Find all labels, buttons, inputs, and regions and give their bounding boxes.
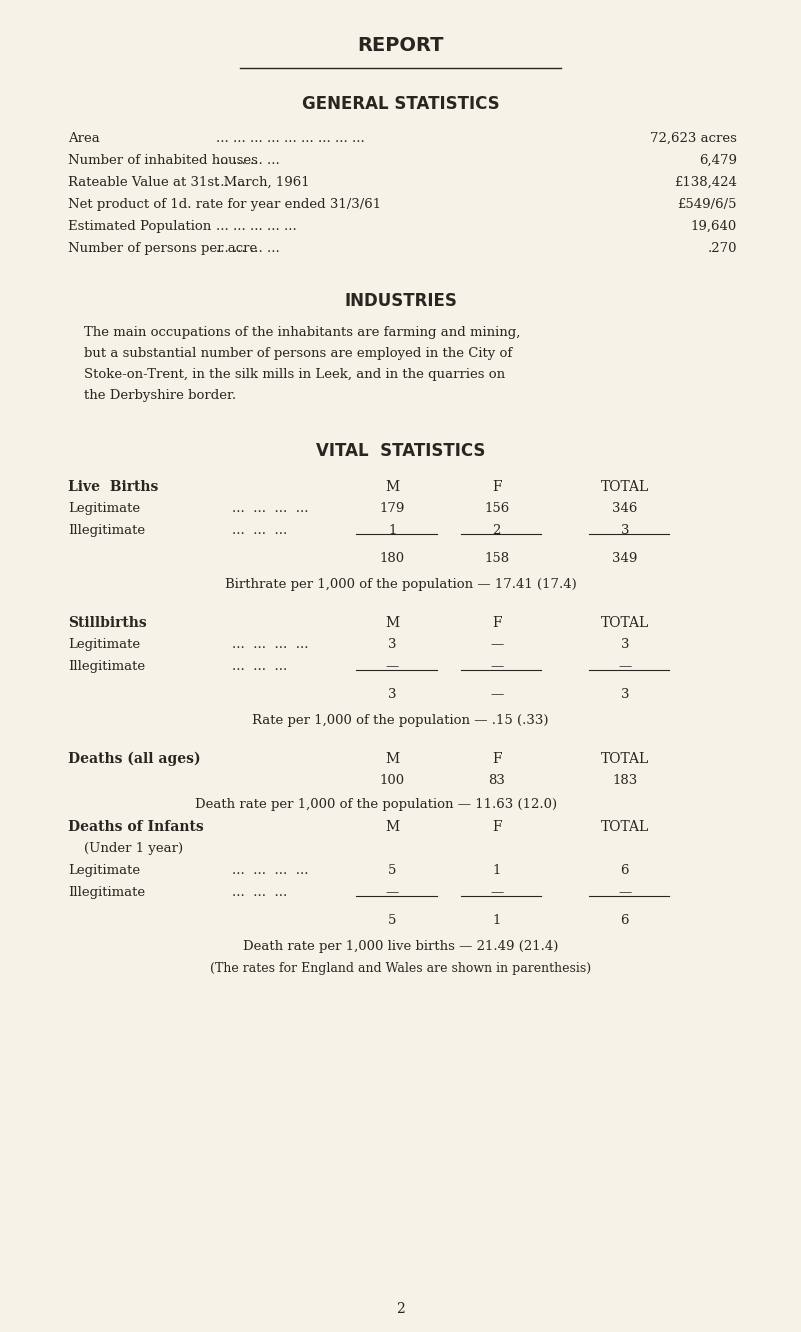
- Text: (The rates for England and Wales are shown in parenthesis): (The rates for England and Wales are sho…: [210, 962, 591, 975]
- Text: —: —: [386, 886, 399, 899]
- Text: 19,640: 19,640: [690, 220, 737, 233]
- Text: Live  Births: Live Births: [68, 480, 159, 494]
- Text: ...  ...  ...  ...: ... ... ... ...: [232, 864, 309, 876]
- Text: Illegitimate: Illegitimate: [68, 523, 145, 537]
- Text: F: F: [492, 821, 501, 834]
- Text: 1: 1: [388, 523, 396, 537]
- Text: Area: Area: [68, 132, 100, 145]
- Text: 1: 1: [493, 914, 501, 927]
- Text: Net product of 1d. rate for year ended 31/3/61: Net product of 1d. rate for year ended 3…: [68, 198, 381, 210]
- Text: 5: 5: [388, 914, 396, 927]
- Text: INDUSTRIES: INDUSTRIES: [344, 292, 457, 310]
- Text: VITAL  STATISTICS: VITAL STATISTICS: [316, 442, 485, 460]
- Text: —: —: [618, 659, 631, 673]
- Text: M: M: [385, 480, 400, 494]
- Text: 6,479: 6,479: [699, 155, 737, 166]
- Text: ... ...: ... ...: [216, 176, 246, 189]
- Text: F: F: [492, 480, 501, 494]
- Text: 346: 346: [612, 502, 638, 515]
- Text: TOTAL: TOTAL: [601, 480, 649, 494]
- Text: 2: 2: [493, 523, 501, 537]
- Text: Rateable Value at 31st March, 1961: Rateable Value at 31st March, 1961: [68, 176, 310, 189]
- Text: 6: 6: [621, 864, 629, 876]
- Text: but a substantial number of persons are employed in the City of: but a substantial number of persons are …: [84, 348, 513, 360]
- Text: ...  ...  ...  ...: ... ... ... ...: [232, 638, 309, 651]
- Text: 180: 180: [380, 551, 405, 565]
- Text: 3: 3: [388, 638, 396, 651]
- Text: Birthrate per 1,000 of the population — 17.41 (17.4): Birthrate per 1,000 of the population — …: [224, 578, 577, 591]
- Text: Legitimate: Legitimate: [68, 638, 140, 651]
- Text: (Under 1 year): (Under 1 year): [84, 842, 183, 855]
- Text: ... ... ... ...: ... ... ... ...: [216, 242, 280, 254]
- Text: 3: 3: [621, 638, 629, 651]
- Text: ...  ...  ...: ... ... ...: [232, 523, 288, 537]
- Text: ... ... ... ... ...: ... ... ... ... ...: [216, 220, 297, 233]
- Text: Number of persons per acre: Number of persons per acre: [68, 242, 257, 254]
- Text: 183: 183: [612, 774, 638, 787]
- Text: 3: 3: [621, 689, 629, 701]
- Text: —: —: [490, 638, 503, 651]
- Text: Deaths (all ages): Deaths (all ages): [68, 753, 201, 766]
- Text: ...  ...  ...: ... ... ...: [232, 886, 288, 899]
- Text: 156: 156: [484, 502, 509, 515]
- Text: —: —: [490, 689, 503, 701]
- Text: ... ... ... ...: ... ... ... ...: [216, 155, 280, 166]
- Text: £549/6/5: £549/6/5: [678, 198, 737, 210]
- Text: 158: 158: [484, 551, 509, 565]
- Text: Stoke-on-Trent, in the silk mills in Leek, and in the quarries on: Stoke-on-Trent, in the silk mills in Lee…: [84, 368, 505, 381]
- Text: GENERAL STATISTICS: GENERAL STATISTICS: [302, 95, 499, 113]
- Text: 349: 349: [612, 551, 638, 565]
- Text: 5: 5: [388, 864, 396, 876]
- Text: Death rate per 1,000 of the population — 11.63 (12.0): Death rate per 1,000 of the population —…: [195, 798, 557, 811]
- Text: TOTAL: TOTAL: [601, 615, 649, 630]
- Text: Illegitimate: Illegitimate: [68, 886, 145, 899]
- Text: Legitimate: Legitimate: [68, 502, 140, 515]
- Text: ...  ...  ...  ...: ... ... ... ...: [232, 502, 309, 515]
- Text: 2: 2: [396, 1301, 405, 1316]
- Text: M: M: [385, 615, 400, 630]
- Text: F: F: [492, 615, 501, 630]
- Text: —: —: [618, 886, 631, 899]
- Text: 72,623 acres: 72,623 acres: [650, 132, 737, 145]
- Text: ...  ...  ...: ... ... ...: [232, 659, 288, 673]
- Text: 83: 83: [488, 774, 505, 787]
- Text: 3: 3: [621, 523, 629, 537]
- Text: £138,424: £138,424: [674, 176, 737, 189]
- Text: —: —: [490, 886, 503, 899]
- Text: Deaths of Infants: Deaths of Infants: [68, 821, 203, 834]
- Text: REPORT: REPORT: [357, 36, 444, 55]
- Text: M: M: [385, 821, 400, 834]
- Text: 6: 6: [621, 914, 629, 927]
- Text: the Derbyshire border.: the Derbyshire border.: [84, 389, 236, 402]
- Text: The main occupations of the inhabitants are farming and mining,: The main occupations of the inhabitants …: [84, 326, 521, 340]
- Text: ... ... ... ... ... ... ... ... ...: ... ... ... ... ... ... ... ... ...: [216, 132, 365, 145]
- Text: Legitimate: Legitimate: [68, 864, 140, 876]
- Text: 1: 1: [493, 864, 501, 876]
- Text: —: —: [490, 659, 503, 673]
- Text: Estimated Population: Estimated Population: [68, 220, 211, 233]
- Text: —: —: [386, 659, 399, 673]
- Text: Death rate per 1,000 live births — 21.49 (21.4): Death rate per 1,000 live births — 21.49…: [243, 940, 558, 952]
- Text: Stillbirths: Stillbirths: [68, 615, 147, 630]
- Text: .270: .270: [707, 242, 737, 254]
- Text: Number of inhabited houses: Number of inhabited houses: [68, 155, 258, 166]
- Text: Illegitimate: Illegitimate: [68, 659, 145, 673]
- Text: 100: 100: [380, 774, 405, 787]
- Text: 3: 3: [388, 689, 396, 701]
- Text: TOTAL: TOTAL: [601, 821, 649, 834]
- Text: 179: 179: [380, 502, 405, 515]
- Text: TOTAL: TOTAL: [601, 753, 649, 766]
- Text: Rate per 1,000 of the population — .15 (.33): Rate per 1,000 of the population — .15 (…: [252, 714, 549, 727]
- Text: M: M: [385, 753, 400, 766]
- Text: F: F: [492, 753, 501, 766]
